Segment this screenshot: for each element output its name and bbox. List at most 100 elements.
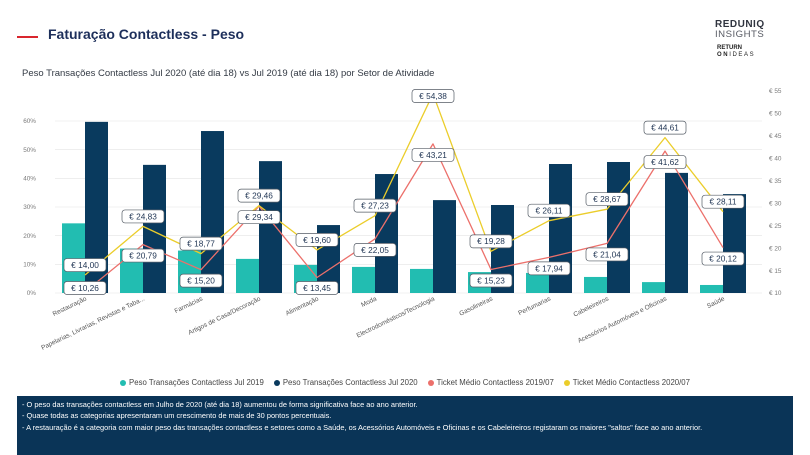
data-label-text: € 28,11 xyxy=(709,197,736,207)
data-label-ticket-medio-contactless-2020-07: € 18,77 xyxy=(179,236,223,251)
chart-axes: 0% 10% 20% 30% 40% 50% 60% € 10 € 15 € 20 € 25 € 30… xyxy=(23,88,782,297)
data-label-text: € 15,20 xyxy=(187,276,215,286)
data-label-ticket-medio-contactless-2020-07: € 14,00 xyxy=(63,258,107,272)
data-label-box xyxy=(527,261,571,276)
data-label-text: € 20,79 xyxy=(129,250,157,260)
data-label-text: € 19,60 xyxy=(303,235,331,245)
legend-item-peso-jul-2020: Peso Transações Contactless Jul 2020 xyxy=(273,378,418,388)
data-label-text: € 21,04 xyxy=(593,249,621,259)
bar-peso-transacoes-contactless-jul-2020 xyxy=(433,200,456,293)
data-label-text: € 44,61 xyxy=(651,123,679,133)
data-label-box xyxy=(701,251,745,266)
data-label-ticket-medio-contactless-2019-07: € 20,12 xyxy=(701,251,745,266)
y-right-tick-label: € 50 xyxy=(769,111,782,118)
data-label-ticket-medio-contactless-2019-07: € 10,26 xyxy=(63,281,107,295)
x-category-label: Gasolineiras xyxy=(458,295,494,317)
data-label-text: € 29,46 xyxy=(245,191,273,201)
data-label-text: € 43,21 xyxy=(419,150,447,160)
data-label-box xyxy=(295,233,339,247)
data-label-text: € 13,45 xyxy=(303,283,331,293)
data-label-text: € 24,83 xyxy=(129,211,157,221)
data-label-ticket-medio-contactless-2020-07: € 28,67 xyxy=(585,192,629,207)
bar-peso-transacoes-contactless-jul-2019 xyxy=(62,223,85,293)
data-label-text: € 22,05 xyxy=(361,245,389,255)
data-label-text: € 18,77 xyxy=(187,239,215,249)
bar-peso-transacoes-contactless-jul-2020 xyxy=(665,172,688,293)
data-label-ticket-medio-contactless-2019-07: € 13,45 xyxy=(295,281,339,295)
data-label-text: € 14,00 xyxy=(71,260,99,270)
note-line: - O peso das transações contactless em J… xyxy=(22,400,418,409)
y-left-tick-label: 30% xyxy=(23,204,36,211)
y-right-tick-label: € 35 xyxy=(769,178,782,185)
data-label-box xyxy=(121,248,165,263)
data-label-box xyxy=(179,273,223,288)
data-label-text: € 29,34 xyxy=(245,212,273,222)
legend-label: Ticket Médio Contactless 2020/07 xyxy=(572,378,690,387)
data-label-box xyxy=(585,247,629,262)
combo-bar-line-chart: 0% 10% 20% 30% 40% 50% 60% € 10 € 15 € 20 € 25 € 30… xyxy=(23,88,782,352)
legend-circle-icon xyxy=(427,380,434,386)
data-label-box xyxy=(295,281,339,295)
data-label-box xyxy=(121,209,165,224)
data-label-ticket-medio-contactless-2020-07: € 27,23 xyxy=(353,198,397,213)
data-label-ticket-medio-contactless-2020-07: € 26,11 xyxy=(527,203,571,218)
y-left-tick-label: 50% xyxy=(23,147,36,154)
data-labels: € 10,26 € 20,79 € 15,20 € 29,34 € 13,45 € 22,… xyxy=(63,89,745,295)
y-right-tick-label: € 45 xyxy=(769,133,782,140)
x-category-label: Saúde xyxy=(706,295,726,310)
y-left-tick-label: 40% xyxy=(23,176,36,183)
data-label-ticket-medio-contactless-2020-07: € 24,83 xyxy=(121,209,165,224)
bar-peso-transacoes-contactless-jul-2020 xyxy=(491,204,514,293)
bar-peso-transacoes-contactless-jul-2020 xyxy=(85,121,108,293)
data-label-text: € 27,23 xyxy=(361,201,389,211)
note-line: - Quase todas as categorias apresentaram… xyxy=(22,411,332,421)
bar-peso-transacoes-contactless-jul-2019 xyxy=(236,258,259,293)
bar-peso-transacoes-contactless-jul-2020 xyxy=(143,164,166,293)
y-right-tick-label: € 40 xyxy=(769,156,782,163)
bar-peso-transacoes-contactless-jul-2020 xyxy=(607,161,630,293)
x-category-label: Cabeleireiros xyxy=(572,295,610,318)
y-left-tick-label: 10% xyxy=(23,262,36,269)
data-label-text: € 54,38 xyxy=(419,91,447,101)
legend-label: Ticket Médio Contactless 2019/07 xyxy=(436,378,554,387)
line-ticket-medio-contactless-2019-07 xyxy=(84,143,724,293)
tagline-on: ON xyxy=(717,52,730,58)
y-left-tick-label: 0% xyxy=(27,290,37,297)
bar-peso-transacoes-contactless-jul-2019 xyxy=(352,266,375,293)
bar-peso-transacoes-contactless-jul-2020 xyxy=(201,131,224,293)
y-left-tick-label: 60% xyxy=(23,118,36,125)
bar-peso-transacoes-contactless-jul-2020 xyxy=(723,194,746,293)
tagline-ideas: IDEAS xyxy=(729,52,756,58)
legend-circle-icon xyxy=(120,380,127,386)
data-label-ticket-medio-contactless-2020-07: € 19,28 xyxy=(469,234,513,249)
legend-circle-icon xyxy=(563,380,570,386)
reduniq-insights-logo: REDUNIQ INSIGHTS xyxy=(715,20,789,40)
return-on-ideas-logo: RETURN ONIDEAS xyxy=(717,45,755,59)
data-label-ticket-medio-contactless-2019-07: € 22,05 xyxy=(353,243,397,257)
y-right-tick-label: € 20 xyxy=(769,245,782,252)
bar-peso-transacoes-contactless-jul-2020 xyxy=(259,161,282,293)
x-category-label: Restauração xyxy=(52,295,89,318)
data-label-ticket-medio-contactless-2019-07: € 17,94 xyxy=(527,261,571,276)
page-title: Faturação Contactless - Peso xyxy=(48,26,245,42)
data-label-text: € 41,62 xyxy=(651,157,679,167)
bar-peso-transacoes-contactless-jul-2019 xyxy=(526,272,549,293)
x-category-label: Perfumarias xyxy=(517,295,552,317)
data-label-box xyxy=(237,188,281,203)
bar-peso-transacoes-contactless-jul-2019 xyxy=(584,276,607,293)
y-right-tick-label: € 30 xyxy=(769,200,782,207)
legend-item-peso-jul-2019: Peso Transações Contactless Jul 2019 xyxy=(120,378,264,388)
logo-brand: REDUNIQ xyxy=(715,19,765,30)
y-right-tick-label: € 15 xyxy=(769,268,782,275)
legend-circle-icon xyxy=(273,380,280,386)
data-label-ticket-medio-contactless-2020-07: € 44,61 xyxy=(643,120,687,135)
data-label-box xyxy=(643,120,687,135)
data-label-box xyxy=(179,236,223,251)
data-label-ticket-medio-contactless-2020-07: € 29,46 xyxy=(237,188,281,203)
y-right-tick-label: € 25 xyxy=(769,223,782,230)
y-right-tick-label: € 10 xyxy=(769,290,782,297)
bar-peso-transacoes-contactless-jul-2019 xyxy=(642,282,665,293)
data-label-box xyxy=(411,89,455,103)
data-label-text: € 15,23 xyxy=(477,275,505,285)
